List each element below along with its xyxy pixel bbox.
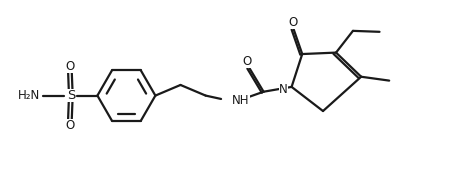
Text: O: O <box>288 16 297 29</box>
Text: H₂N: H₂N <box>18 89 40 102</box>
Text: O: O <box>65 119 75 132</box>
Text: S: S <box>66 89 75 102</box>
Text: N: N <box>279 83 288 96</box>
Text: O: O <box>65 60 75 73</box>
Text: NH: NH <box>232 94 250 107</box>
Text: O: O <box>242 55 251 68</box>
